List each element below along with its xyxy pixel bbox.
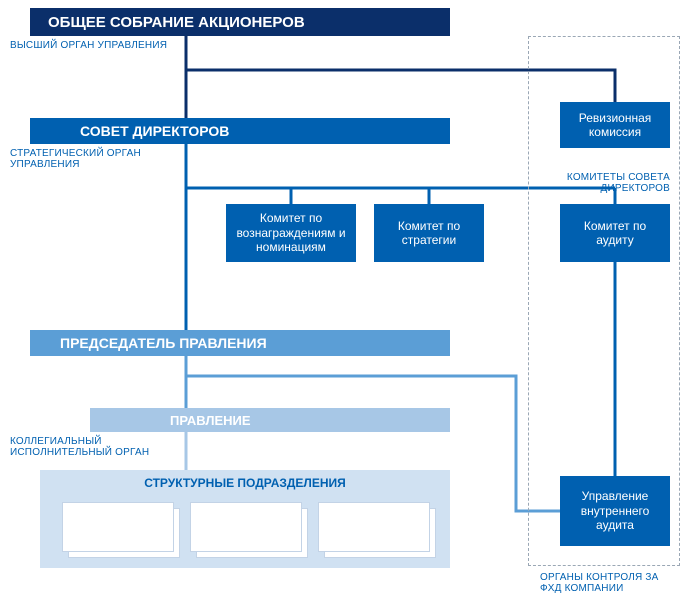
management-label: ПРАВЛЕНИЕ bbox=[170, 413, 251, 428]
chairman-label: ПРЕДСЕДАТЕЛЬ ПРАВЛЕНИЯ bbox=[60, 335, 267, 351]
komitet-rem-label: Комитет по вознаграждениям и номинациям bbox=[232, 211, 350, 254]
assembly-bar: ОБЩЕЕ СОБРАНИЕ АКЦИОНЕРОВ bbox=[30, 8, 450, 36]
revision-label: Ревизионная комиссия bbox=[566, 111, 664, 140]
caption-top: ВЫСШИЙ ОРГАН УПРАВЛЕНИЯ bbox=[10, 40, 167, 51]
board-bar: СОВЕТ ДИРЕКТОРОВ bbox=[30, 118, 450, 144]
structural-card bbox=[318, 502, 430, 552]
structural-card bbox=[62, 502, 174, 552]
caption-mgmt: КОЛЛЕГИАЛЬНЫЙИСПОЛНИТЕЛЬНЫЙ ОРГАН bbox=[10, 436, 149, 458]
komitet-aud-box: Комитет по аудиту bbox=[560, 204, 670, 262]
komitet-aud-label: Комитет по аудиту bbox=[566, 219, 664, 248]
org-chart: ОБЩЕЕ СОБРАНИЕ АКЦИОНЕРОВ СОВЕТ ДИРЕКТОР… bbox=[0, 0, 687, 600]
komitet-str-box: Комитет по стратегии bbox=[374, 204, 484, 262]
caption-board: СТРАТЕГИЧЕСКИЙ ОРГАНУПРАВЛЕНИЯ bbox=[10, 148, 141, 170]
management-bar: ПРАВЛЕНИЕ bbox=[90, 408, 450, 432]
komitet-str-label: Комитет по стратегии bbox=[380, 219, 478, 248]
komitet-rem-box: Комитет по вознаграждениям и номинациям bbox=[226, 204, 356, 262]
chairman-bar: ПРЕДСЕДАТЕЛЬ ПРАВЛЕНИЯ bbox=[30, 330, 450, 356]
caption-committees: КОМИТЕТЫ СОВЕТА ДИРЕКТОРОВ bbox=[500, 172, 670, 194]
caption-bottom-right: ОРГАНЫ КОНТРОЛЯ ЗАФХД КОМПАНИИ bbox=[540, 572, 659, 594]
structural-title: СТРУКТУРНЫЕ ПОДРАЗДЕЛЕНИЯ bbox=[40, 470, 450, 490]
upr-audit-label: Управление внутреннего аудита bbox=[566, 489, 664, 532]
revision-box: Ревизионная комиссия bbox=[560, 102, 670, 148]
structural-card bbox=[190, 502, 302, 552]
board-label: СОВЕТ ДИРЕКТОРОВ bbox=[80, 123, 229, 139]
upr-audit-box: Управление внутреннего аудита bbox=[560, 476, 670, 546]
assembly-label: ОБЩЕЕ СОБРАНИЕ АКЦИОНЕРОВ bbox=[48, 14, 305, 31]
